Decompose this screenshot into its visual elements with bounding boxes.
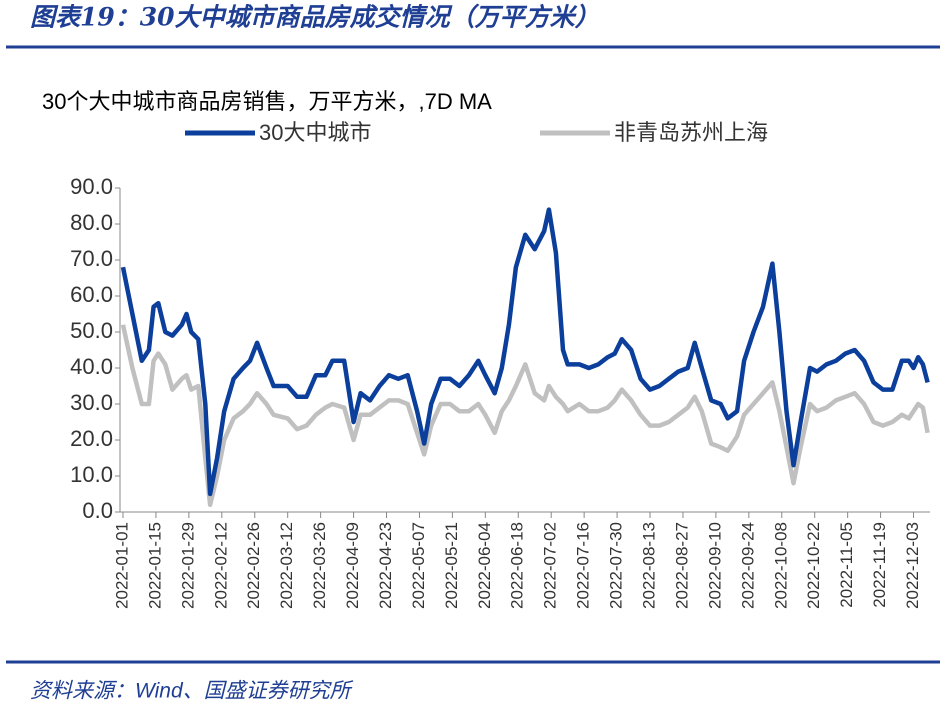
chart-title: 30个大中城市商品房销售，万平方米，,7D MA [42, 89, 492, 114]
y-tick-label: 20.0 [70, 426, 113, 451]
x-tick-label: 2022-12-03 [903, 522, 922, 609]
page-title: 图表19：30大中城市商品房成交情况（万平方米） [30, 3, 600, 32]
x-tick-label: 2022-05-07 [409, 522, 428, 609]
y-tick-label: 70.0 [70, 246, 113, 271]
x-tick-label: 2022-07-30 [607, 522, 626, 609]
y-tick-label: 30.0 [70, 390, 113, 415]
y-tick-label: 60.0 [70, 282, 113, 307]
legend-label: 非青岛苏州上海 [614, 120, 768, 145]
x-tick-label: 2022-09-24 [738, 522, 757, 609]
y-tick-label: 10.0 [70, 462, 113, 487]
x-tick-label: 2022-07-02 [541, 522, 560, 609]
x-tick-label: 2022-01-15 [145, 522, 164, 609]
x-tick-label: 2022-07-16 [574, 522, 593, 609]
y-tick-label: 0.0 [82, 498, 113, 523]
x-tick-label: 2022-04-23 [376, 522, 395, 609]
x-tick-label: 2022-11-19 [870, 522, 889, 608]
x-tick-label: 2022-04-09 [343, 522, 362, 609]
x-tick-label: 2022-08-27 [672, 522, 691, 609]
x-tick-label: 2022-10-08 [771, 522, 790, 609]
x-tick-label: 2022-06-04 [475, 522, 494, 609]
y-tick-label: 80.0 [70, 210, 113, 235]
legend-label: 30大中城市 [259, 120, 371, 145]
x-tick-label: 2022-03-12 [277, 522, 296, 609]
source: 资料来源：Wind、国盛证券研究所 [30, 680, 354, 703]
y-tick-label: 40.0 [70, 354, 113, 379]
series-line [120, 207, 930, 497]
x-tick-label: 2022-02-12 [211, 522, 230, 609]
x-tick-label: 2022-08-13 [640, 522, 659, 609]
x-tick-label: 2022-01-29 [178, 522, 197, 609]
x-tick-label: 2022-11-05 [837, 522, 856, 608]
x-tick-label: 2022-06-18 [508, 522, 527, 609]
series-line [120, 324, 930, 508]
x-tick-label: 2022-03-26 [310, 522, 329, 609]
y-tick-label: 50.0 [70, 318, 113, 343]
x-tick-label: 2022-01-01 [112, 522, 131, 609]
y-tick-label: 90.0 [70, 174, 113, 199]
x-tick-label: 2022-10-22 [804, 522, 823, 609]
x-tick-label: 2022-09-10 [705, 522, 724, 609]
x-tick-label: 2022-02-26 [244, 522, 263, 609]
x-tick-label: 2022-05-21 [442, 522, 461, 609]
